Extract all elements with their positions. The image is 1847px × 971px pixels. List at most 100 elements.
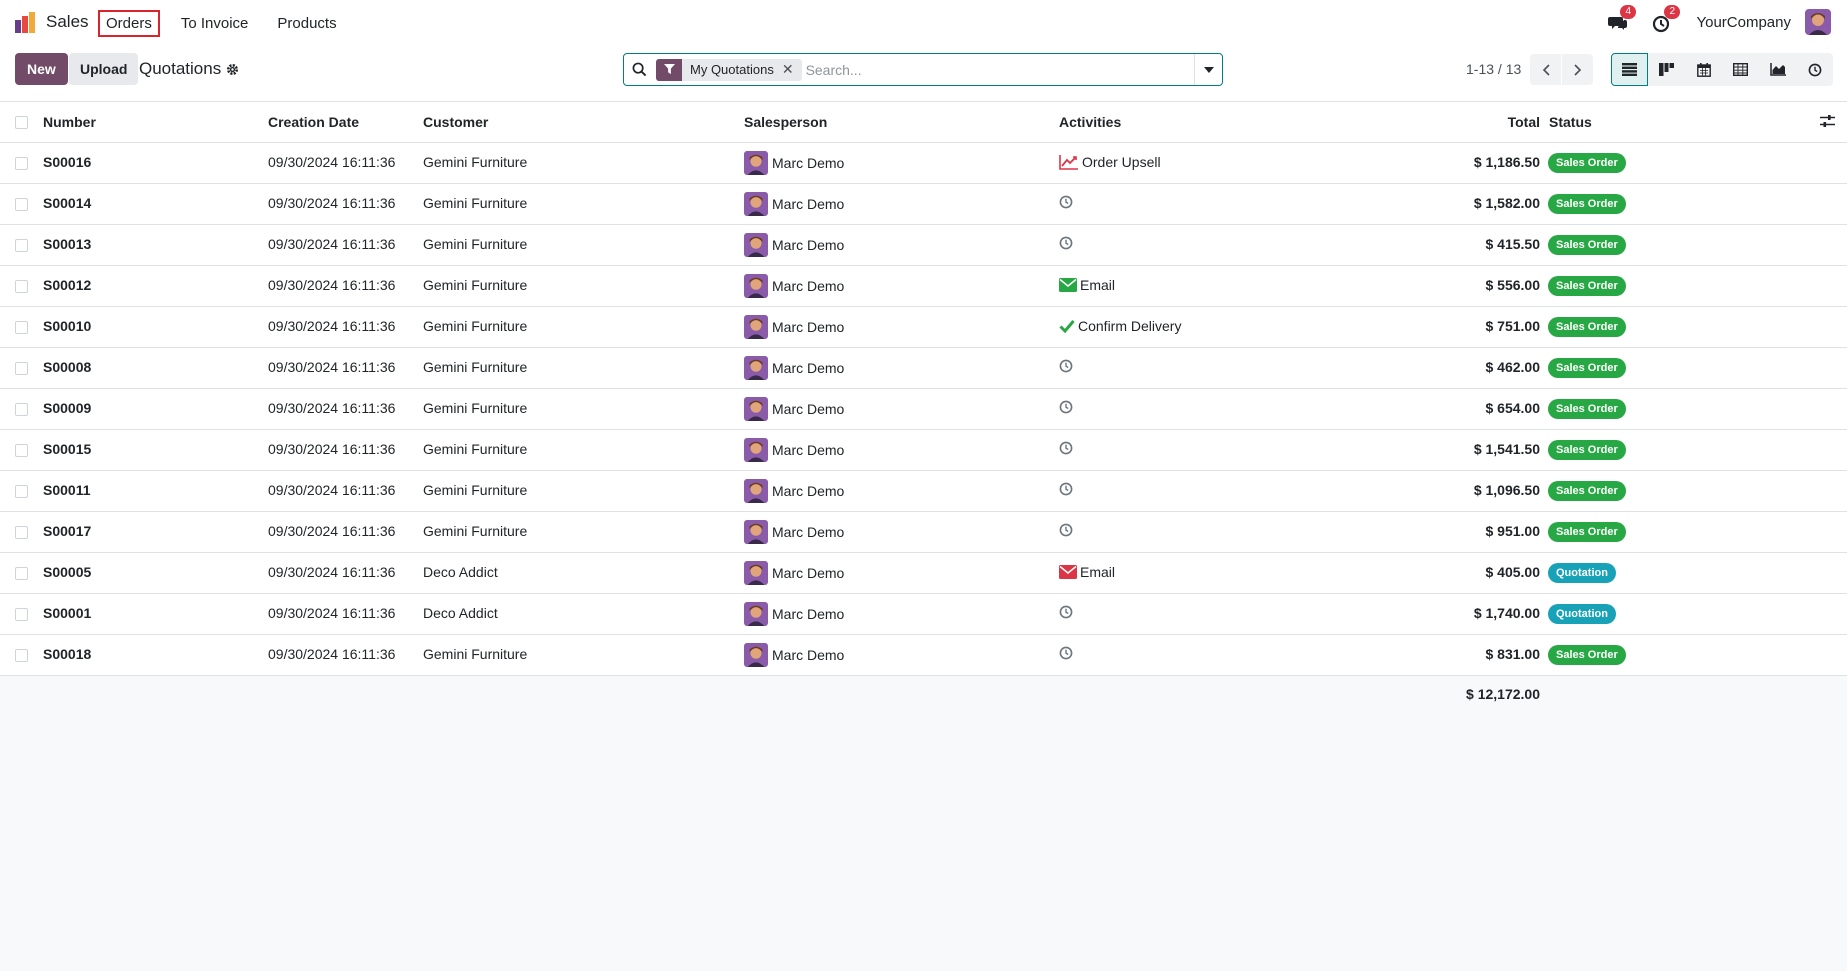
graph-view-button[interactable] [1759, 53, 1796, 86]
row-checkbox[interactable] [15, 485, 28, 498]
table-row[interactable]: S00011 09/30/2024 16:11:36 Gemini Furnit… [0, 471, 1847, 512]
upsell-chart-icon[interactable] [1059, 154, 1082, 170]
check-icon[interactable] [1059, 319, 1078, 333]
row-checkbox[interactable] [15, 444, 28, 457]
order-number: S00018 [43, 646, 92, 662]
email-green-icon[interactable] [1059, 278, 1080, 292]
search-input[interactable] [805, 55, 1194, 84]
row-checkbox[interactable] [15, 157, 28, 170]
row-checkbox[interactable] [15, 526, 28, 539]
clock-icon[interactable] [1059, 359, 1076, 373]
facet-remove-icon[interactable]: ✕ [781, 61, 794, 77]
table-row[interactable]: S00016 09/30/2024 16:11:36 Gemini Furnit… [0, 143, 1847, 184]
upload-button[interactable]: Upload [69, 53, 139, 85]
activity-cell[interactable] [1059, 605, 1076, 619]
sales-app-logo[interactable] [14, 11, 38, 33]
activity-cell[interactable]: Email [1059, 277, 1115, 293]
menu-to-invoice[interactable]: To Invoice [180, 15, 249, 32]
activity-cell[interactable]: Confirm Delivery [1059, 318, 1181, 334]
company-switcher[interactable]: YourCompany [1696, 13, 1791, 31]
activities-button[interactable]: 2 [1652, 5, 1681, 33]
activity-cell[interactable] [1059, 441, 1076, 455]
salesperson-avatar[interactable] [744, 151, 768, 175]
table-row[interactable]: S00010 09/30/2024 16:11:36 Gemini Furnit… [0, 307, 1847, 348]
column-header-salesperson[interactable]: Salesperson [744, 114, 828, 130]
clock-icon[interactable] [1059, 646, 1076, 660]
table-row[interactable]: S00005 09/30/2024 16:11:36 Deco Addict M… [0, 553, 1847, 594]
salesperson-avatar[interactable] [744, 520, 768, 544]
email-red-icon[interactable] [1059, 565, 1080, 579]
salesperson-avatar[interactable] [744, 233, 768, 257]
search-icon[interactable] [624, 54, 654, 85]
activity-cell[interactable] [1059, 523, 1076, 537]
user-avatar[interactable] [1805, 9, 1831, 35]
calendar-view-button[interactable] [1685, 53, 1722, 86]
activity-cell[interactable] [1059, 482, 1076, 496]
clock-icon[interactable] [1059, 605, 1076, 619]
salesperson-avatar[interactable] [744, 561, 768, 585]
row-checkbox[interactable] [15, 280, 28, 293]
column-header-number[interactable]: Number [43, 114, 96, 130]
table-row[interactable]: S00008 09/30/2024 16:11:36 Gemini Furnit… [0, 348, 1847, 389]
table-row[interactable]: S00014 09/30/2024 16:11:36 Gemini Furnit… [0, 184, 1847, 225]
row-checkbox[interactable] [15, 403, 28, 416]
salesperson-avatar[interactable] [744, 192, 768, 216]
salesperson-avatar[interactable] [744, 602, 768, 626]
table-row[interactable]: S00012 09/30/2024 16:11:36 Gemini Furnit… [0, 266, 1847, 307]
kanban-view-button[interactable] [1648, 53, 1685, 86]
activity-cell[interactable] [1059, 359, 1076, 373]
activity-cell[interactable]: Email [1059, 564, 1115, 580]
salesperson-avatar[interactable] [744, 397, 768, 421]
clock-icon[interactable] [1059, 236, 1076, 250]
row-checkbox[interactable] [15, 239, 28, 252]
new-button[interactable]: New [15, 53, 68, 85]
salesperson-avatar[interactable] [744, 356, 768, 380]
activity-cell[interactable]: Order Upsell [1059, 154, 1161, 170]
table-row[interactable]: S00009 09/30/2024 16:11:36 Gemini Furnit… [0, 389, 1847, 430]
activity-cell[interactable] [1059, 400, 1076, 414]
clock-icon[interactable] [1059, 400, 1076, 414]
clock-icon[interactable] [1059, 482, 1076, 496]
column-header-activities[interactable]: Activities [1059, 114, 1122, 130]
activity-cell[interactable] [1059, 195, 1076, 209]
row-checkbox[interactable] [15, 321, 28, 334]
table-row[interactable]: S00018 09/30/2024 16:11:36 Gemini Furnit… [0, 635, 1847, 676]
gear-icon[interactable] [226, 63, 239, 76]
messages-button[interactable]: 4 [1608, 5, 1637, 33]
clock-icon[interactable] [1059, 523, 1076, 537]
pager-next-button[interactable] [1562, 54, 1593, 85]
column-header-creation-date[interactable]: Creation Date [268, 114, 360, 130]
column-header-customer[interactable]: Customer [423, 114, 489, 130]
column-header-total[interactable]: Total [1507, 114, 1540, 130]
activity-view-button[interactable] [1796, 53, 1833, 86]
row-checkbox[interactable] [15, 649, 28, 662]
clock-icon[interactable] [1059, 441, 1076, 455]
salesperson-avatar[interactable] [744, 274, 768, 298]
salesperson-avatar[interactable] [744, 315, 768, 339]
pager-value[interactable]: 1-13 / 13 [1466, 61, 1522, 77]
row-checkbox[interactable] [15, 567, 28, 580]
search-options-toggle[interactable] [1194, 54, 1222, 85]
pivot-view-button[interactable] [1722, 53, 1759, 86]
row-checkbox[interactable] [15, 198, 28, 211]
clock-icon[interactable] [1059, 195, 1076, 209]
list-view-button[interactable] [1611, 53, 1648, 86]
table-row[interactable]: S00015 09/30/2024 16:11:36 Gemini Furnit… [0, 430, 1847, 471]
activity-cell[interactable] [1059, 646, 1076, 660]
table-row[interactable]: S00013 09/30/2024 16:11:36 Gemini Furnit… [0, 225, 1847, 266]
salesperson-avatar[interactable] [744, 643, 768, 667]
pager-previous-button[interactable] [1530, 54, 1561, 85]
menu-orders[interactable]: Orders [98, 10, 160, 37]
row-checkbox[interactable] [15, 608, 28, 621]
activity-cell[interactable] [1059, 236, 1076, 250]
table-row[interactable]: S00001 09/30/2024 16:11:36 Deco Addict M… [0, 594, 1847, 635]
salesperson-avatar[interactable] [744, 438, 768, 462]
app-name[interactable]: Sales [46, 12, 89, 31]
menu-products[interactable]: Products [277, 15, 337, 32]
table-row[interactable]: S00017 09/30/2024 16:11:36 Gemini Furnit… [0, 512, 1847, 553]
salesperson-avatar[interactable] [744, 479, 768, 503]
column-settings-icon[interactable] [1820, 114, 1835, 128]
row-checkbox[interactable] [15, 362, 28, 375]
select-all-checkbox[interactable] [15, 116, 28, 129]
column-header-status[interactable]: Status [1549, 114, 1592, 130]
